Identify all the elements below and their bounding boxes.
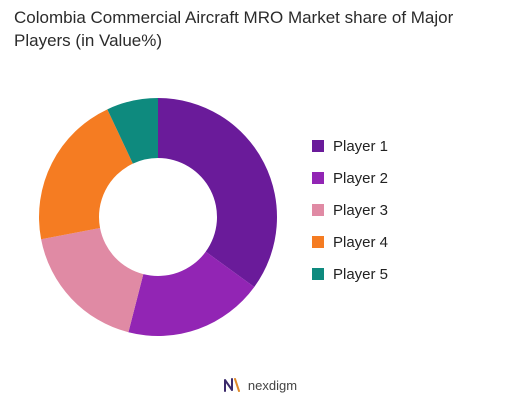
legend-item: Player 3 [312,194,388,226]
slice-player-1 [158,98,277,287]
chart-legend: Player 1 Player 2 Player 3 Player 4 Player 5 [312,130,388,290]
footer: nexdigm [0,376,519,394]
slice-player-5 [107,98,158,164]
slice-player-2 [128,251,255,336]
legend-swatch [312,172,324,184]
legend-label: Player 3 [333,201,389,219]
legend-swatch [312,268,324,280]
legend-swatch [312,204,324,216]
nexdigm-logo-icon [223,378,240,392]
slice-player-4 [38,109,133,240]
legend-label: Player 2 [333,169,389,187]
legend-swatch [312,236,324,248]
slice-player-3 [41,228,144,333]
legend-label: Player 1 [333,137,389,155]
chart-title: Colombia Commercial Aircraft MRO Market … [14,8,454,50]
legend-label: Player 5 [333,265,389,283]
legend-swatch [312,140,324,152]
legend-item: Player 4 [312,226,388,258]
legend-label: Player 4 [333,233,389,251]
legend-item: Player 2 [312,162,388,194]
legend-item: Player 1 [312,130,388,162]
legend-item: Player 5 [312,258,388,290]
brand-name: nexdigm [247,377,298,393]
